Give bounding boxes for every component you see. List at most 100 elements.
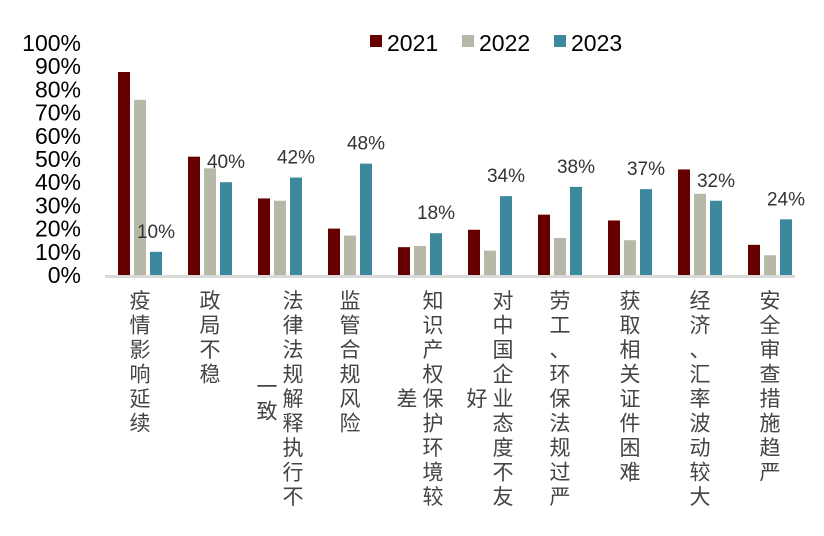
- category-char: 汇: [690, 363, 711, 387]
- data-label: 32%: [697, 171, 735, 192]
- category-char: 全: [760, 314, 781, 338]
- bar-2021: [258, 198, 270, 275]
- category-char: 困: [620, 436, 641, 460]
- category-char: 度: [493, 436, 514, 460]
- bar-2023: [780, 219, 792, 275]
- y-tick-label: 0%: [48, 262, 81, 288]
- category-char: 差: [397, 387, 418, 411]
- category-char: 护: [423, 412, 444, 436]
- y-tick-label: 20%: [35, 216, 81, 242]
- category-char: 严: [550, 485, 571, 509]
- category-char: 对: [493, 289, 514, 313]
- bar-2023: [360, 163, 372, 275]
- bar-2021: [538, 214, 550, 275]
- bar-2022: [134, 99, 146, 275]
- category-char: 态: [493, 412, 514, 436]
- legend-item-2021: 2021: [370, 30, 438, 56]
- bar-2023: [500, 196, 512, 275]
- bar-2021: [608, 220, 620, 275]
- category-char: 规: [340, 363, 361, 387]
- category-char: 影: [130, 338, 151, 362]
- category-char: 执: [283, 436, 304, 460]
- bar-2022: [414, 246, 426, 275]
- category-char: 管: [340, 314, 361, 338]
- category-char: 律: [283, 314, 304, 338]
- y-tick-label: 30%: [35, 192, 81, 218]
- data-labels: 10% 40% 42% 48% 18% 34% 38% 37% 32% 24%: [137, 134, 805, 243]
- data-label: 10%: [137, 222, 175, 243]
- category-char: 相: [620, 338, 641, 362]
- category-char: 较: [423, 485, 444, 509]
- category-char: 环: [550, 363, 571, 387]
- category-char: 关: [620, 363, 641, 387]
- category-char: 监: [340, 289, 361, 313]
- bar-2022: [694, 193, 706, 275]
- bar-2021: [188, 156, 200, 275]
- category-char: 环: [423, 436, 444, 460]
- category-char: 过: [550, 461, 571, 485]
- category-char: 济: [690, 314, 711, 338]
- category-char: 、: [550, 338, 571, 362]
- category-char: 续: [130, 412, 151, 436]
- category-char: 响: [130, 363, 151, 387]
- legend-label: 2021: [387, 30, 438, 56]
- legend-item-2023: 2023: [554, 30, 622, 56]
- category-char: 规: [550, 436, 571, 460]
- bar-2021: [748, 244, 760, 275]
- data-label: 37%: [627, 159, 665, 180]
- legend-label: 2023: [571, 30, 622, 56]
- data-label: 24%: [767, 189, 805, 210]
- category-char: 法: [550, 412, 571, 436]
- category-char: 波: [690, 412, 711, 436]
- category-char: 不: [283, 485, 304, 509]
- category-char: 行: [283, 461, 304, 485]
- data-label: 42%: [277, 148, 315, 169]
- y-tick-label: 70%: [35, 100, 81, 126]
- category-char: 率: [690, 387, 711, 411]
- category-char: 保: [423, 387, 444, 411]
- category-char: 劳: [550, 289, 571, 313]
- legend: 2021 2022 2023: [370, 30, 622, 56]
- bar-2023: [710, 200, 722, 275]
- category-labels: 疫情影响延续政局不稳一致法律法规解释执行不监管合规风险差知识产权保护环境较好对中…: [130, 289, 781, 509]
- category-char: 险: [340, 412, 361, 436]
- category-char: 不: [200, 338, 221, 362]
- category-char: 好: [467, 387, 488, 411]
- category-char: 安: [760, 289, 781, 313]
- legend-swatch: [370, 35, 382, 47]
- category-char: 件: [620, 412, 641, 436]
- category-char: 产: [423, 338, 444, 362]
- category-char: 、: [690, 338, 711, 362]
- y-tick-label: 60%: [35, 123, 81, 149]
- bar-2022: [484, 250, 496, 275]
- category-char: 较: [690, 461, 711, 485]
- category-char: 法: [283, 289, 304, 313]
- bar-2022: [554, 237, 566, 275]
- category-char: 获: [620, 289, 641, 313]
- bar-2023: [290, 177, 302, 275]
- y-tick-label: 80%: [35, 76, 81, 102]
- category-char: 权: [423, 363, 444, 387]
- category-char: 疫: [130, 289, 151, 313]
- y-axis: 0%10%20%30%40%50%60%70%80%90%100%: [22, 30, 81, 288]
- category-char: 识: [423, 314, 444, 338]
- category-char: 解: [283, 387, 304, 411]
- category-char: 审: [760, 338, 781, 362]
- bar-2023: [220, 182, 232, 275]
- category-char: 国: [493, 338, 514, 362]
- y-tick-label: 40%: [35, 169, 81, 195]
- category-char: 取: [620, 314, 641, 338]
- y-tick-label: 90%: [35, 53, 81, 79]
- bar-2023: [150, 251, 162, 275]
- bar-2022: [624, 240, 636, 275]
- category-char: 延: [130, 387, 151, 411]
- y-tick-label: 50%: [35, 146, 81, 172]
- legend-swatch: [462, 35, 474, 47]
